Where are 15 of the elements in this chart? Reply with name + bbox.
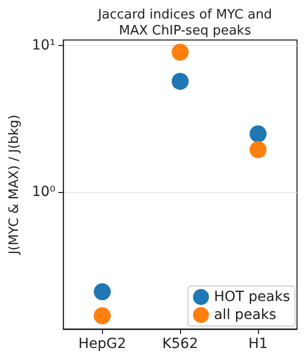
y-tick-label: 10⁰	[32, 184, 56, 200]
x-tick-label: HepG2	[78, 336, 126, 352]
point	[94, 307, 111, 324]
legend-label: HOT peaks	[214, 289, 290, 305]
point	[250, 141, 267, 158]
legend-label: all peaks	[214, 307, 276, 323]
y-axis-title: J(MYC & MAX) / J(bkg)	[7, 114, 22, 256]
point	[172, 44, 189, 61]
chart-title: Jaccard indices of MYC and MAX ChIP-seq peaks	[96, 8, 272, 38]
point	[94, 283, 111, 300]
point	[172, 72, 189, 90]
x-tick-label: K562	[162, 336, 198, 352]
y-tick-label: 10¹	[32, 37, 56, 54]
x-tick-label: H1	[248, 336, 268, 352]
point	[250, 125, 267, 142]
